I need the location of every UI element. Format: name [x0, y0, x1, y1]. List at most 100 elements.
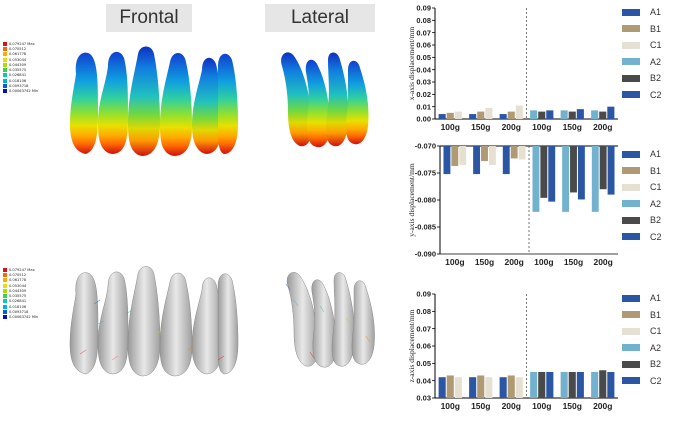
- bar-a2: [530, 110, 538, 119]
- x-tick-label: 100g: [441, 122, 460, 132]
- series-legend-item: B2: [622, 70, 662, 87]
- bar-b2: [599, 370, 607, 398]
- bar-c1: [488, 146, 496, 165]
- x-tick-label: 200g: [502, 122, 521, 132]
- x-tick-label: 100g: [532, 401, 551, 411]
- color-legend-label: 0.018106: [9, 78, 27, 83]
- series-legend-item: B1: [622, 163, 662, 180]
- lateral-view-header: Lateral: [265, 4, 375, 32]
- x-tick-label: 100g: [441, 401, 460, 411]
- color-legend-row: 0.00063742 Min: [3, 315, 38, 320]
- series-legend-item: A2: [622, 340, 662, 357]
- series-legend-item: A2: [622, 54, 662, 71]
- x-tick-label: 200g: [504, 257, 523, 267]
- y-tick-label: 0.01: [416, 102, 431, 111]
- frontal-teeth-contour-model: [70, 46, 238, 156]
- color-legend-label: 0.00063742 Min: [9, 315, 39, 320]
- y-tick-label: 0.07: [416, 324, 431, 333]
- color-legend-row: 0.044309: [3, 62, 38, 67]
- color-legend-swatch: [3, 89, 7, 94]
- y-tick-label: 0.02: [416, 90, 431, 99]
- x-tick-label: 200g: [593, 257, 612, 267]
- color-legend-swatch: [3, 315, 7, 320]
- y-tick-label: 0.03: [416, 394, 431, 403]
- series-legend-z: A1 B1 C1 A2 B2 C2: [622, 290, 662, 389]
- bar-b2: [599, 111, 607, 119]
- bar-c1: [454, 377, 462, 398]
- y-tick-label: -0.085: [415, 223, 436, 232]
- x-tick-label: 100g: [445, 257, 464, 267]
- series-legend-swatch: [622, 183, 640, 191]
- bar-a2: [562, 146, 570, 212]
- lateral-teeth-contour-model: [281, 52, 369, 148]
- color-legend-row: 0.035575: [3, 293, 38, 299]
- x-tick-label: 200g: [593, 122, 612, 132]
- y-tick-label: 0.04: [416, 376, 431, 385]
- bar-a2: [560, 372, 568, 398]
- series-legend-label: C2: [650, 89, 662, 100]
- series-legend-label: B2: [650, 73, 662, 84]
- x-tick-label: 200g: [502, 401, 521, 411]
- color-legend-row: 0.026841: [3, 299, 38, 304]
- color-legend-row: 0.018106: [3, 304, 38, 309]
- series-legend-swatch: [622, 74, 640, 82]
- y-tick-label: -0.080: [415, 196, 436, 205]
- series-legend-item: C2: [622, 87, 662, 104]
- bar-a1: [469, 114, 477, 119]
- displacement-color-legend-bottom: 0.079247 Max 0.070512 0.061778 0.053044 0.04…: [3, 267, 38, 320]
- series-legend-swatch: [622, 311, 640, 319]
- bar-c2: [576, 372, 584, 398]
- series-legend-label: A2: [650, 56, 662, 67]
- color-legend-label: 0.053044: [9, 57, 27, 62]
- color-legend-label: 0.061778: [9, 52, 27, 57]
- series-legend-swatch: [622, 344, 640, 352]
- series-legend-item: C1: [622, 179, 662, 196]
- bar-a2: [591, 146, 599, 212]
- y-tick-label: 0.00: [416, 115, 431, 124]
- y-axis-label: x-axis displacement/mm: [407, 27, 416, 101]
- series-legend-label: B2: [650, 359, 662, 370]
- bar-a2: [530, 372, 538, 398]
- color-legend-swatch: [3, 78, 7, 83]
- y-tick-label: 0.07: [416, 28, 431, 37]
- color-legend-swatch: [3, 68, 7, 73]
- series-legend-item: A1: [622, 146, 662, 163]
- x-tick-label: 150g: [475, 257, 494, 267]
- color-legend-label: 0.00063742 Min: [9, 89, 39, 94]
- color-legend-row: 0.079247 Max: [3, 41, 38, 46]
- color-legend-swatch: [3, 267, 7, 272]
- bar-a1: [499, 377, 507, 398]
- color-legend-row: 0.018106: [3, 78, 38, 83]
- color-legend-row: 0.053044: [3, 283, 38, 288]
- color-legend-label: 0.0093718: [9, 310, 29, 315]
- z-displacement-chart: z-axis displacement/mm 0.03 0.04 0.05 0.06 0.…: [405, 286, 620, 425]
- color-legend-row: 0.0093718: [3, 309, 38, 315]
- series-legend-label: B2: [650, 215, 662, 226]
- x-tick-label: 100g: [534, 257, 553, 267]
- bar-b2: [568, 372, 576, 398]
- displacement-color-legend-top: 0.079247 Max 0.070512 0.061778 0.053044 0.04…: [3, 41, 38, 94]
- bar-c2: [546, 110, 554, 119]
- series-legend-label: A1: [650, 7, 662, 18]
- series-legend-item: A1: [622, 4, 662, 21]
- color-legend-swatch: [3, 84, 7, 89]
- bar-c1: [485, 377, 493, 398]
- color-legend-row: 0.044309: [3, 288, 38, 293]
- color-legend-swatch: [3, 288, 7, 293]
- bar-a1: [473, 146, 481, 175]
- bar-c1: [515, 105, 523, 119]
- x-tick-label: 150g: [564, 257, 583, 267]
- series-legend-swatch: [622, 8, 640, 16]
- y-tick-label: 0.06: [416, 41, 431, 50]
- series-legend-x: A1 B1 C1 A2 B2 C2: [622, 4, 662, 103]
- y-tick-label: -0.090: [415, 250, 436, 259]
- color-legend-swatch: [3, 304, 7, 309]
- bar-b1: [477, 111, 485, 119]
- frontal-view-header: Frontal: [106, 4, 192, 32]
- bar-b1: [477, 375, 485, 398]
- series-legend-label: B1: [650, 309, 662, 320]
- series-legend-swatch: [622, 327, 640, 335]
- series-legend-item: B1: [622, 21, 662, 38]
- color-legend-label: 0.026841: [9, 299, 27, 304]
- color-legend-row: 0.00063742 Min: [3, 89, 38, 94]
